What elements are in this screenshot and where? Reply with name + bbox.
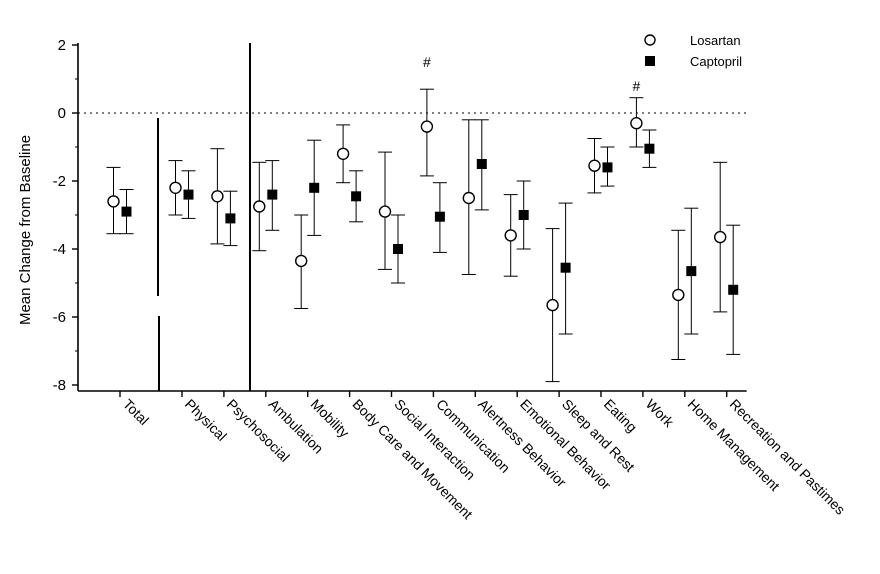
- captopril-point: [225, 213, 236, 224]
- captopril-point: [560, 262, 571, 273]
- captopril-point: [121, 206, 132, 217]
- captopril-point: [183, 189, 194, 200]
- losartan-point: [211, 190, 224, 203]
- captopril-point: [686, 266, 697, 277]
- captopril-point: [393, 244, 403, 254]
- losartan-point: [107, 195, 120, 208]
- losartan-point: [420, 120, 434, 133]
- plot-area: ##: [106, 54, 741, 383]
- losartan-point: [504, 229, 517, 242]
- legend: Losartan Captopril: [644, 33, 742, 69]
- losartan-point: [546, 298, 559, 312]
- captopril-point: [434, 211, 445, 222]
- losartan-point: [714, 230, 727, 244]
- losartan-point: [672, 288, 685, 302]
- legend-label-captopril: Captopril: [690, 54, 742, 69]
- captopril-point: [351, 191, 362, 202]
- losartan-point: [462, 191, 475, 205]
- x-tick-label: Sleep and Rest: [559, 396, 638, 475]
- captopril-point: [644, 143, 655, 154]
- y-tick-label: -2: [53, 173, 66, 190]
- losartan-point: [630, 116, 643, 130]
- legend-marker-losartan: [644, 34, 656, 46]
- captopril-point: [518, 210, 529, 220]
- y-tick-label: -4: [53, 241, 66, 258]
- losartan-point: [588, 159, 601, 172]
- x-tick-label: Communication: [433, 396, 513, 476]
- x-tick-label: Eating: [601, 396, 640, 435]
- legend-marker-captopril: [645, 56, 655, 66]
- captopril-point: [476, 159, 487, 169]
- y-axis-title: Mean Change from Baseline: [17, 135, 34, 325]
- y-tick-label: 0: [58, 105, 66, 122]
- captopril-point: [728, 284, 739, 295]
- losartan-point: [169, 181, 182, 195]
- significance-marker: #: [423, 54, 431, 70]
- losartan-point: [295, 254, 308, 268]
- losartan-point: [378, 205, 392, 218]
- y-tick-label: -6: [53, 309, 66, 326]
- x-tick-label: Physical: [182, 396, 230, 444]
- legend-label-losartan: Losartan: [690, 33, 741, 48]
- x-tick-label: Work: [643, 396, 678, 431]
- captopril-point: [309, 182, 320, 193]
- losartan-point: [253, 200, 266, 213]
- axes: 2 0 -2 -4 -6 -8 Mean Change from Baseline Total…: [17, 37, 848, 522]
- captopril-point: [602, 162, 613, 173]
- y-tick-label: -8: [53, 377, 66, 394]
- significance-marker: #: [633, 78, 641, 94]
- x-tick-label: Total: [120, 396, 152, 428]
- losartan-point: [336, 147, 350, 161]
- captopril-point: [267, 189, 278, 200]
- y-tick-label: 2: [58, 37, 66, 54]
